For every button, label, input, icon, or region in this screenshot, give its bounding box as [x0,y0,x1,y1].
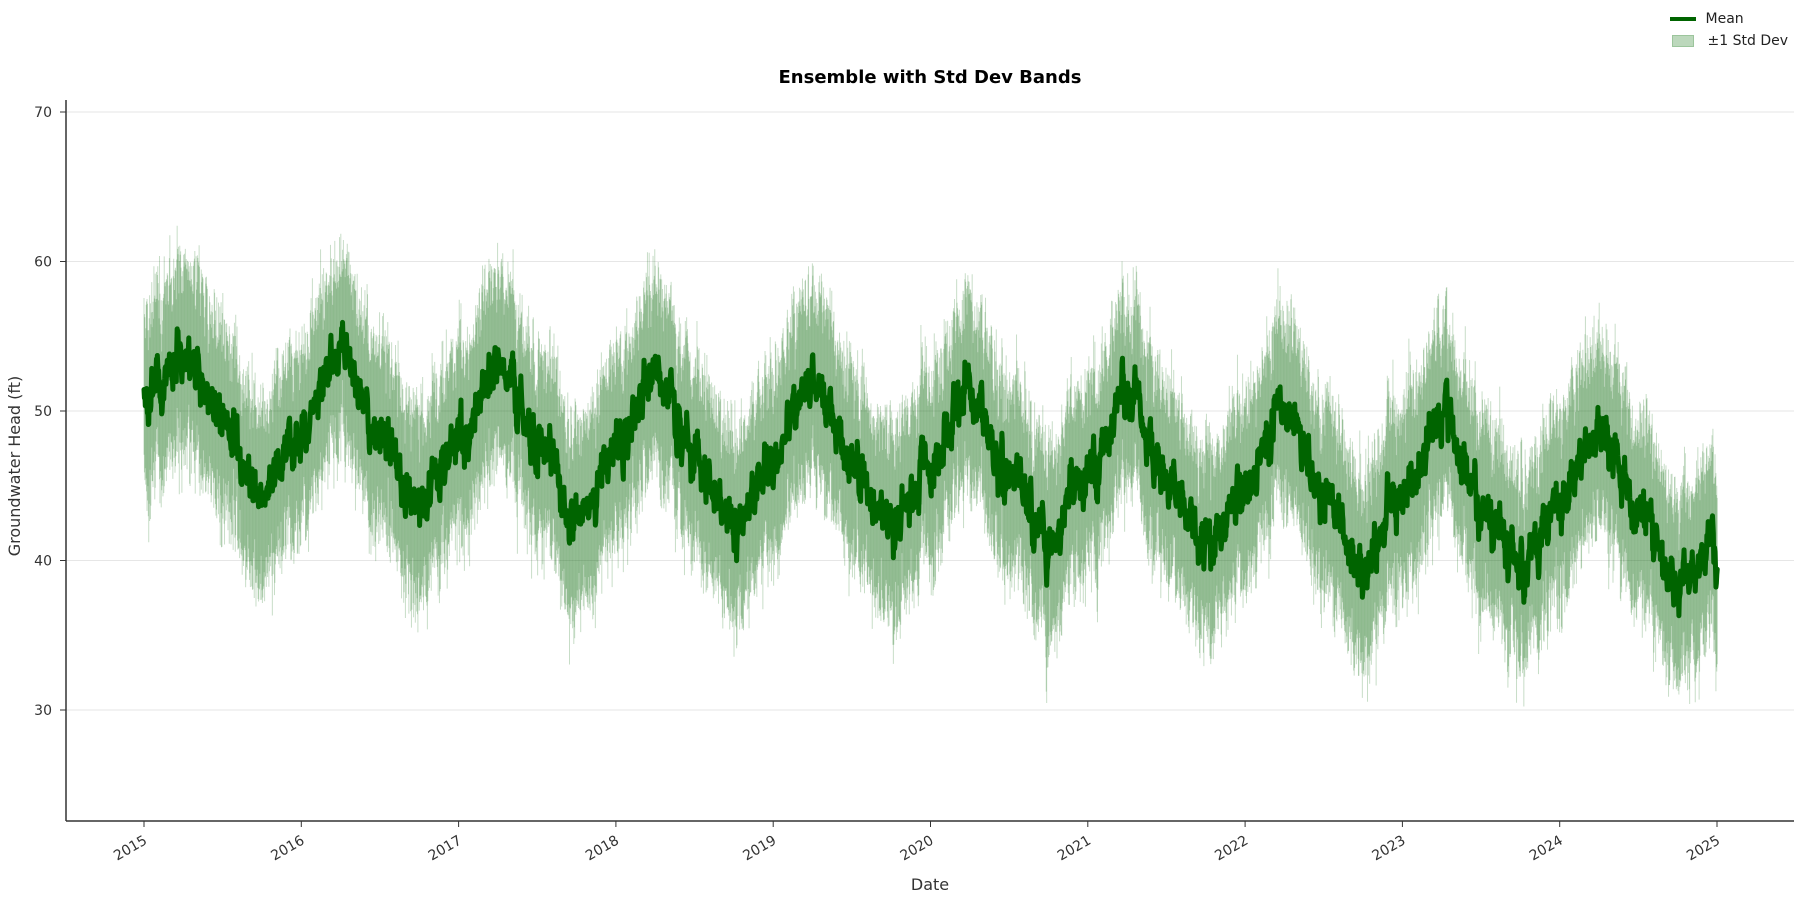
x-tick-label: 2025 [1684,833,1723,865]
y-tick-label: 70 [34,105,52,121]
x-axis-label: Date [911,875,949,894]
x-tick-label: 2015 [111,833,150,865]
y-axis-label: Groundwater Head (ft) [5,376,24,557]
legend: Mean ±1 Std Dev [1669,8,1788,52]
x-tick-label: 2018 [583,833,622,865]
x-tick-label: 2017 [426,833,465,865]
x-tick-label: 2020 [898,833,937,865]
legend-patch-swatch-icon [1671,35,1694,47]
x-tick-label: 2022 [1212,833,1251,865]
legend-label-mean: Mean [1705,11,1744,27]
x-tick-label: 2024 [1527,833,1566,865]
y-tick-label: 30 [34,703,52,719]
y-tick-label: 40 [34,554,52,570]
x-tick-label: 2019 [740,833,779,865]
mean-line [141,319,1720,619]
x-tick-label: 2021 [1055,833,1094,865]
y-tick-label: 50 [34,404,52,420]
legend-line-swatch-icon [1669,17,1696,21]
y-tick-label: 60 [34,255,52,271]
x-tick-label: 2016 [268,833,307,865]
chart-title: Ensemble with Std Dev Bands [779,67,1082,88]
x-tick-label: 2023 [1370,833,1409,865]
legend-label-std-dev: ±1 Std Dev [1707,33,1788,49]
legend-item-mean: Mean [1669,8,1788,30]
legend-item-std-dev: ±1 Std Dev [1670,30,1788,52]
